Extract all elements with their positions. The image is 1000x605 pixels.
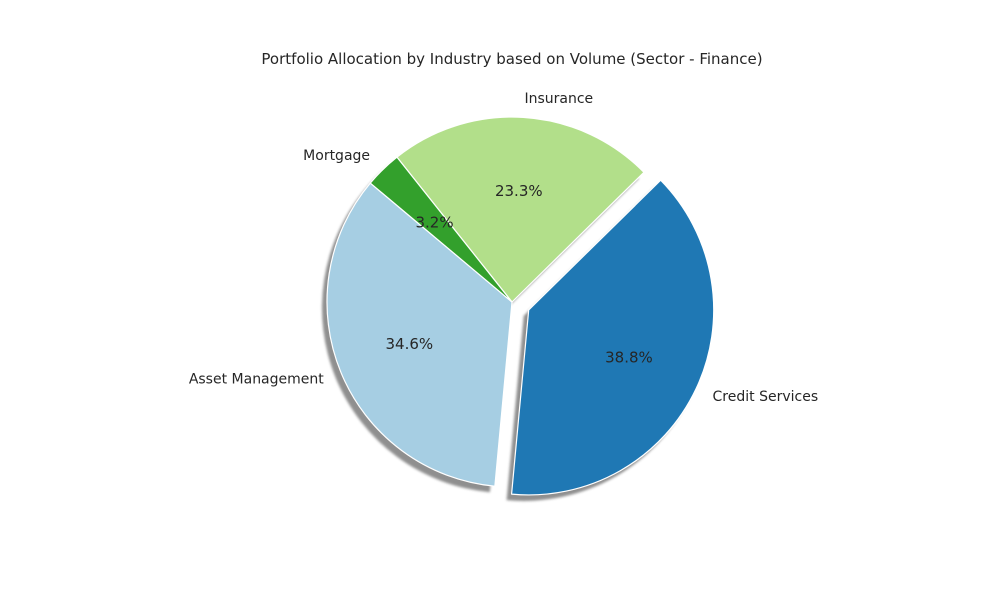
slice-asset-management — [326, 182, 513, 487]
percent-label-credit-services: 38.8% — [605, 349, 653, 367]
category-label-insurance: Insurance — [524, 91, 593, 107]
pie-labels: 34.6% Asset Management 38.8% Credit Service… — [189, 91, 818, 405]
category-label-mortgage: Mortgage — [303, 148, 370, 164]
percent-label-mortgage: 3.2% — [416, 213, 454, 231]
percent-label-asset-management: 34.6% — [386, 335, 434, 353]
pie-slices — [326, 116, 715, 496]
slice-insurance — [396, 116, 645, 303]
category-label-asset-management: Asset Management — [189, 371, 324, 387]
percent-label-insurance: 23.3% — [495, 182, 543, 200]
slice-mortgage — [369, 156, 513, 303]
category-label-credit-services: Credit Services — [713, 389, 819, 405]
slice-credit-services — [510, 179, 715, 496]
chart-title: Portfolio Allocation by Industry based o… — [261, 50, 762, 68]
